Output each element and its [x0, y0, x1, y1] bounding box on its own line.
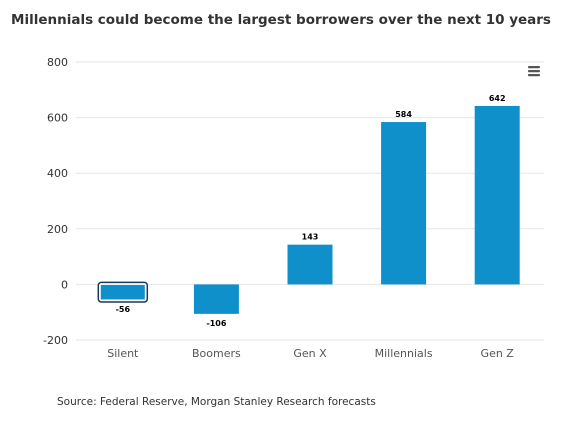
bar-highlight-outline [97, 281, 149, 303]
bar-boomers[interactable] [193, 284, 239, 314]
x-tick-label: Millennials [375, 347, 433, 360]
bar-gen-z[interactable] [474, 105, 520, 285]
y-tick-label: 600 [47, 112, 68, 125]
y-tick-label: 0 [61, 278, 68, 291]
x-tick-label: Gen X [293, 347, 327, 360]
y-tick-label: 800 [47, 56, 68, 69]
x-tick-label: Silent [107, 347, 139, 360]
bar-highlight-inner [99, 283, 146, 301]
chart-title: Millennials could become the largest bor… [11, 12, 551, 28]
bar-millennials[interactable] [381, 122, 427, 285]
data-label: 584 [395, 110, 412, 119]
bar-gen-x[interactable] [287, 244, 333, 285]
x-tick-label: Gen Z [481, 347, 515, 360]
x-axis-ticks: Silent Boomers Gen X Millennials Gen Z [107, 347, 514, 360]
gridlines [76, 61, 544, 341]
data-labels: -56 -106 143 584 642 [116, 94, 506, 328]
y-axis-ticks: -200 0 200 400 600 800 [43, 56, 68, 347]
data-label: 642 [489, 94, 506, 103]
x-tick-label: Boomers [192, 347, 241, 360]
y-tick-label: -200 [43, 334, 68, 347]
y-tick-label: 400 [47, 167, 68, 180]
bars [97, 105, 520, 314]
data-label: -106 [206, 319, 226, 328]
hamburger-menu-icon[interactable] [527, 65, 541, 77]
bar-silent[interactable] [100, 284, 146, 300]
data-label: 143 [302, 233, 319, 242]
source-note: Source: Federal Reserve, Morgan Stanley … [57, 396, 376, 408]
data-label: -56 [116, 305, 131, 314]
y-tick-label: 200 [47, 223, 68, 236]
